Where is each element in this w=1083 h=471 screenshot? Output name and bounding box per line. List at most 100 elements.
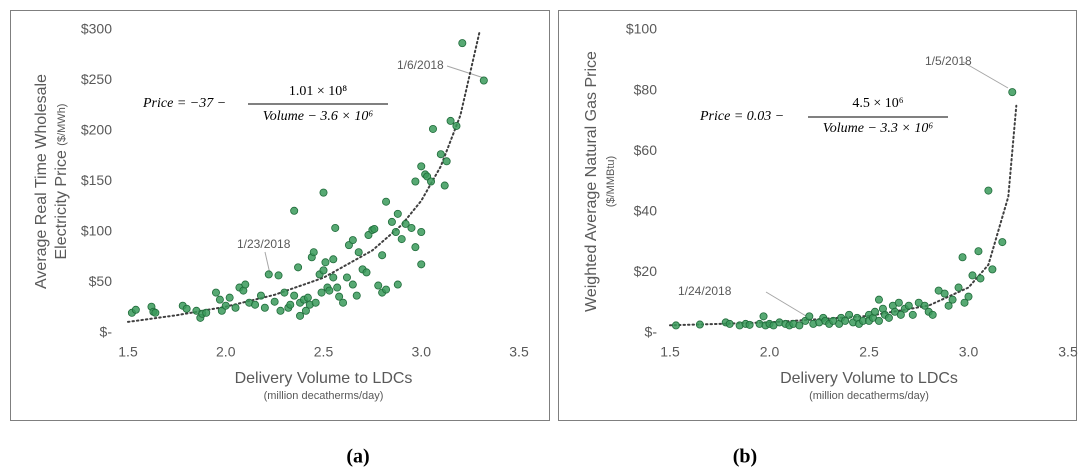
point — [427, 177, 436, 186]
point — [393, 209, 402, 218]
annotation-leader — [446, 65, 485, 79]
point — [845, 310, 854, 319]
point — [348, 280, 357, 289]
point — [215, 295, 224, 304]
point — [795, 321, 804, 330]
point — [440, 181, 449, 190]
equation-lhs: Price = 0.03 − — [699, 109, 784, 124]
point — [354, 248, 363, 257]
point — [452, 121, 461, 130]
y-tick-label: $250 — [81, 71, 112, 87]
panel-label: (b) — [733, 446, 757, 468]
point — [276, 306, 285, 315]
point — [458, 39, 467, 48]
point — [954, 283, 963, 292]
y-axis-title-line: Average Real Time Wholesale — [33, 74, 50, 289]
point — [436, 150, 445, 159]
x-axis-subtitle: (million decatherms/day) — [264, 390, 384, 402]
annotation-leader — [765, 291, 807, 317]
equation-denominator: Volume − 3.3 × 10⁶ — [823, 121, 934, 136]
y-axis-title-line: Electricity Price — [53, 150, 70, 259]
point — [417, 162, 426, 171]
point — [333, 283, 342, 292]
panel-frame — [558, 10, 1077, 421]
panel-frame — [10, 10, 550, 421]
equation-denominator: Volume − 3.6 × 10⁶ — [263, 109, 374, 124]
point — [725, 319, 734, 328]
x-tick-label: 3.0 — [959, 344, 979, 360]
point — [695, 320, 704, 329]
point — [378, 251, 387, 260]
point — [894, 298, 903, 307]
point — [964, 292, 973, 301]
annotation-leader — [264, 251, 271, 275]
point — [335, 292, 344, 301]
point — [759, 312, 768, 321]
point — [280, 288, 289, 297]
point — [264, 270, 273, 279]
point — [874, 316, 883, 325]
y-tick-label: $- — [100, 324, 113, 340]
point — [211, 288, 220, 297]
x-tick-label: 3.0 — [412, 344, 432, 360]
x-tick-label: 2.0 — [760, 344, 780, 360]
x-axis-title: Delivery Volume to LDCs — [235, 370, 413, 387]
point — [896, 310, 905, 319]
y-axis-units: ($/MWh) — [56, 104, 68, 146]
panel-label: (a) — [346, 446, 369, 468]
point — [131, 305, 140, 314]
x-tick-label: 3.5 — [509, 344, 529, 360]
point — [1008, 88, 1017, 97]
point — [391, 227, 400, 236]
point — [940, 289, 949, 298]
equation-numerator: 4.5 × 10⁶ — [852, 96, 903, 111]
point — [151, 308, 160, 317]
point — [417, 260, 426, 269]
x-axis-title: Delivery Volume to LDCs — [780, 370, 958, 387]
point — [303, 293, 312, 302]
x-tick-label: 2.5 — [859, 344, 879, 360]
equation-lhs: Price = −37 − — [142, 96, 226, 111]
point — [407, 223, 416, 232]
point — [870, 307, 879, 316]
point — [958, 253, 967, 262]
point — [362, 268, 371, 277]
point — [805, 312, 814, 321]
point — [182, 304, 191, 313]
point — [393, 280, 402, 289]
point — [874, 295, 883, 304]
y-tick-label: $20 — [634, 263, 658, 279]
point — [948, 295, 957, 304]
point — [319, 188, 328, 197]
point — [370, 224, 379, 233]
point — [274, 271, 283, 280]
point — [428, 124, 437, 133]
x-axis-subtitle: (million decatherms/day) — [809, 390, 929, 402]
annotation: 1/6/2018 — [397, 58, 444, 72]
point — [417, 227, 426, 236]
y-tick-label: $80 — [634, 81, 658, 97]
point — [374, 281, 383, 290]
y-axis-title: Electricity Price ($/MWh) — [53, 104, 70, 260]
point — [290, 291, 299, 300]
y-tick-label: $60 — [634, 142, 658, 158]
point — [411, 177, 420, 186]
point — [968, 271, 977, 280]
point — [260, 303, 269, 312]
equation-numerator: 1.01 × 10⁸ — [289, 84, 347, 99]
point — [286, 300, 295, 309]
point — [339, 298, 348, 307]
point — [401, 219, 410, 228]
point — [960, 298, 969, 307]
y-axis-units: ($/MMBtu) — [605, 156, 617, 207]
point — [231, 303, 240, 312]
point — [446, 116, 455, 125]
y-tick-label: $40 — [634, 203, 658, 219]
point — [251, 300, 260, 309]
point — [319, 266, 328, 275]
point — [382, 197, 391, 206]
x-tick-label: 2.5 — [314, 344, 334, 360]
y-tick-label: $200 — [81, 122, 112, 138]
y-tick-label: $300 — [81, 21, 112, 37]
point — [479, 76, 488, 85]
